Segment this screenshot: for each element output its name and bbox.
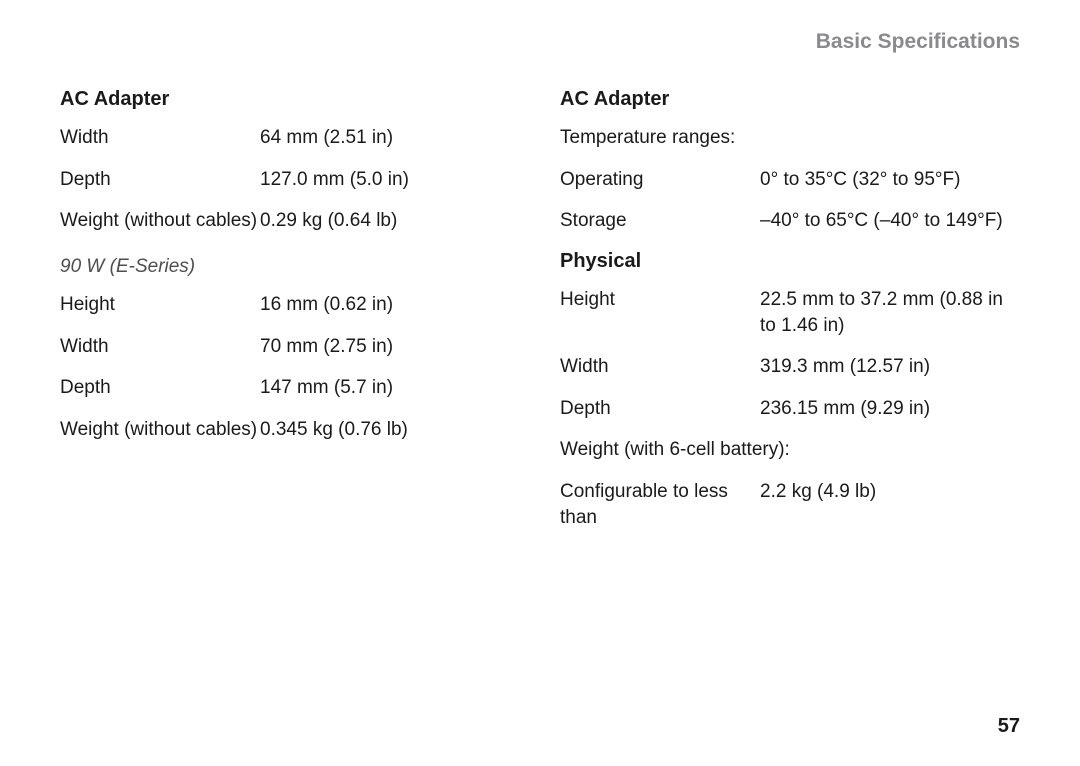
spec-row: Operating 0° to 35°C (32° to 95°F) [560,167,1020,193]
spec-row: Depth 147 mm (5.7 in) [60,375,520,401]
spec-label: Depth [60,375,260,401]
page-header: Basic Specifications [60,30,1020,54]
spec-row: Width 319.3 mm (12.57 in) [560,354,1020,380]
spec-row: Depth 236.15 mm (9.29 in) [560,396,1020,422]
spec-label: Configurable to less than [560,479,760,530]
subheading: 90 W (E-Series) [60,256,520,278]
spec-row: Height 16 mm (0.62 in) [60,292,520,318]
spec-value: 0.29 kg (0.64 lb) [260,208,520,234]
spec-row: Weight (without cables) 0.29 kg (0.64 lb… [60,208,520,234]
spec-value: –40° to 65°C (–40° to 149°F) [760,208,1020,234]
spec-value: 0° to 35°C (32° to 95°F) [760,167,1020,193]
spec-row: Configurable to less than 2.2 kg (4.9 lb… [560,479,1020,530]
weight-header: Weight (with 6-cell battery): [560,437,1020,463]
spec-label: Weight (without cables) [60,208,260,234]
spec-value: 319.3 mm (12.57 in) [760,354,1020,380]
spec-label: Height [60,292,260,318]
spec-value: 22.5 mm to 37.2 mm (0.88 in to 1.46 in) [760,287,1020,338]
content-columns: AC Adapter Width 64 mm (2.51 in) Depth 1… [60,82,1020,546]
spec-value: 70 mm (2.75 in) [260,334,520,360]
right-column: AC Adapter Temperature ranges: Operating… [560,82,1020,546]
spec-row: Width 64 mm (2.51 in) [60,125,520,151]
spec-value: 16 mm (0.62 in) [260,292,520,318]
spec-label: Storage [560,208,760,234]
spec-row: Weight (without cables) 0.345 kg (0.76 l… [60,417,520,443]
page-number: 57 [998,715,1020,738]
left-section-title: AC Adapter [60,88,520,111]
spec-label: Operating [560,167,760,193]
spec-value: 2.2 kg (4.9 lb) [760,479,1020,530]
spec-value: 147 mm (5.7 in) [260,375,520,401]
spec-label: Weight (without cables) [60,417,260,443]
spec-row: Depth 127.0 mm (5.0 in) [60,167,520,193]
spec-row: Storage –40° to 65°C (–40° to 149°F) [560,208,1020,234]
right-section-title-1: AC Adapter [560,88,1020,111]
spec-label: Depth [560,396,760,422]
spec-label: Height [560,287,760,338]
spec-label: Width [60,125,260,151]
spec-value: 0.345 kg (0.76 lb) [260,417,520,443]
spec-value: 236.15 mm (9.29 in) [760,396,1020,422]
spec-label: Width [560,354,760,380]
spec-row: Width 70 mm (2.75 in) [60,334,520,360]
spec-label: Depth [60,167,260,193]
spec-value: 64 mm (2.51 in) [260,125,520,151]
spec-label: Width [60,334,260,360]
right-section-title-2: Physical [560,250,1020,273]
spec-row: Height 22.5 mm to 37.2 mm (0.88 in to 1.… [560,287,1020,338]
temp-ranges-header: Temperature ranges: [560,125,1020,151]
left-column: AC Adapter Width 64 mm (2.51 in) Depth 1… [60,82,520,546]
spec-value: 127.0 mm (5.0 in) [260,167,520,193]
